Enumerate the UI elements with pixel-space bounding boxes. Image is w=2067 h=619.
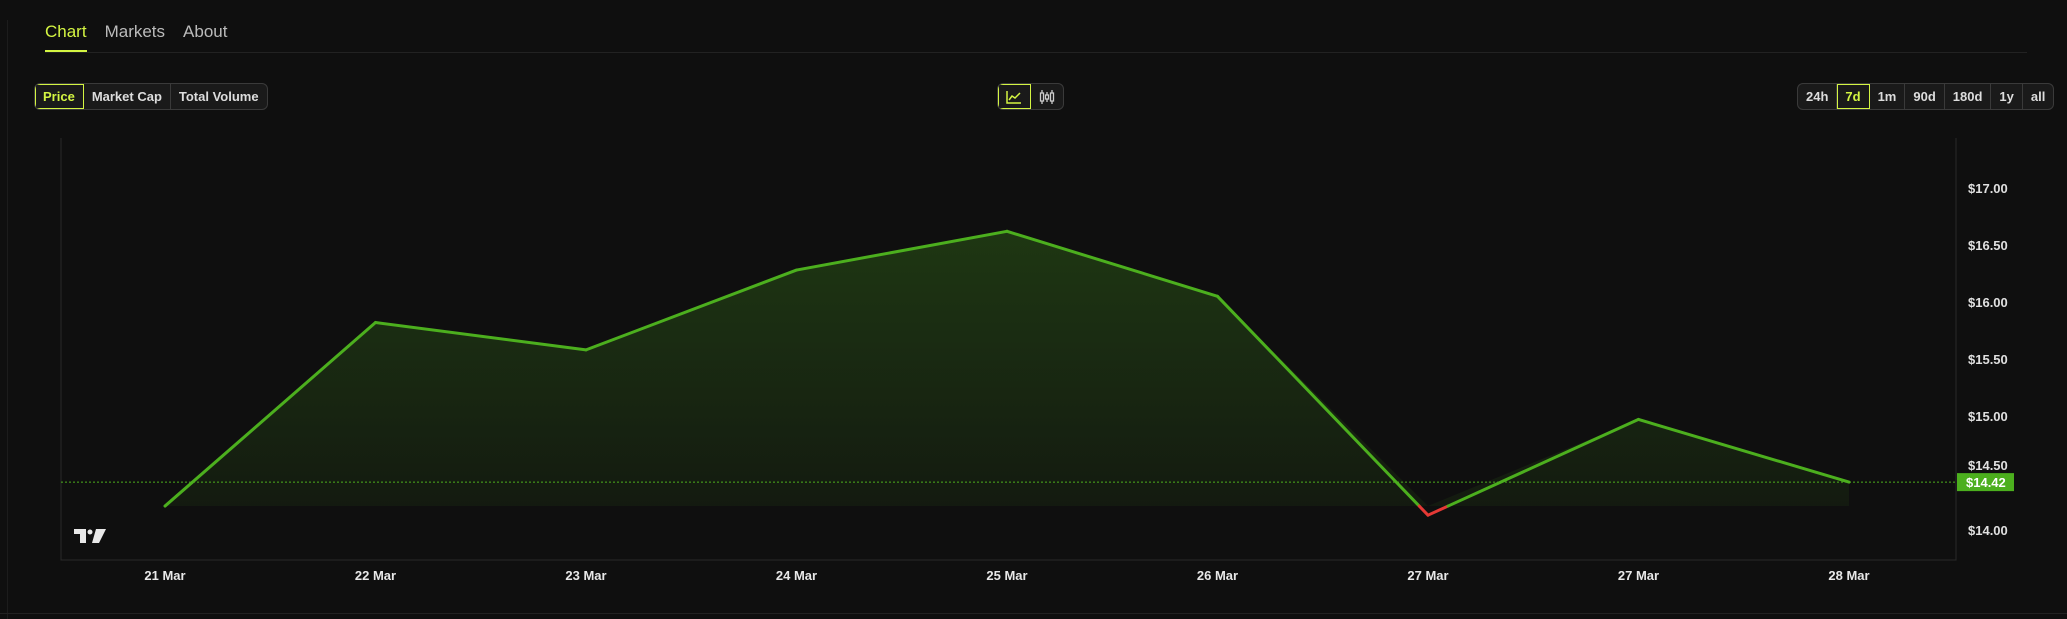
series-segment xyxy=(1005,229,1219,298)
bottom-divider xyxy=(0,613,2067,614)
x-tick-label: 25 Mar xyxy=(986,568,1027,583)
chart-type-selector xyxy=(997,83,1064,110)
total-volume-button[interactable]: Total Volume xyxy=(178,89,259,104)
series-segment xyxy=(1426,504,1450,517)
y-tick-label: $15.00 xyxy=(1968,409,2008,424)
y-tick-label: $15.50 xyxy=(1968,352,2008,367)
range-all-button[interactable]: all xyxy=(2030,89,2046,104)
current-price-badge xyxy=(1957,473,2014,492)
range-7d-button[interactable]: 7d xyxy=(1837,84,1870,109)
range-1y-button[interactable]: 1y xyxy=(1991,84,2023,109)
x-tick-label: 27 Mar xyxy=(1618,568,1659,583)
y-tick-label: $14.50 xyxy=(1968,458,2008,473)
logo-part xyxy=(74,529,86,543)
tab-markets[interactable]: Markets xyxy=(104,22,166,41)
tab-divider xyxy=(45,52,2027,53)
x-tick-label: 21 Mar xyxy=(144,568,185,583)
x-tick-label: 24 Mar xyxy=(776,568,817,583)
logo-part xyxy=(87,529,93,535)
time-range-selector: 24h 7d 1m 90d 180d 1y all xyxy=(1797,83,2055,110)
series-segment xyxy=(1417,504,1430,517)
y-tick-label: $17.00 xyxy=(1968,181,2008,196)
x-tick-label: 28 Mar xyxy=(1828,568,1869,583)
tab-about[interactable]: About xyxy=(183,22,228,41)
x-tick-label: 22 Mar xyxy=(355,568,396,583)
candlestick-icon xyxy=(1039,89,1055,104)
y-tick-label: $16.50 xyxy=(1968,238,2008,253)
x-tick-label: 26 Mar xyxy=(1197,568,1238,583)
x-tick-label: 27 Mar xyxy=(1407,568,1448,583)
series-segment xyxy=(795,229,1009,272)
tab-chart[interactable]: Chart xyxy=(45,22,87,53)
price-button[interactable]: Price xyxy=(35,84,84,109)
series-segment xyxy=(1216,294,1421,508)
series-segment xyxy=(374,321,588,352)
range-90d-button[interactable]: 90d xyxy=(1905,84,1945,109)
line-chart-button[interactable] xyxy=(998,84,1031,109)
y-tick-label: $14.00 xyxy=(1968,523,2008,538)
series-segment xyxy=(1446,417,1640,508)
metric-selector: Price Market Cap Total Volume xyxy=(34,83,268,110)
range-180d-button[interactable]: 180d xyxy=(1945,84,1992,109)
plot-frame xyxy=(60,138,1957,561)
candlestick-button[interactable] xyxy=(1031,84,1063,109)
current-price-label: $14.42 xyxy=(1966,475,2006,490)
range-24h-button[interactable]: 24h xyxy=(1798,84,1838,109)
tab-bar: Chart Markets About xyxy=(45,22,227,53)
tradingview-logo xyxy=(74,529,106,543)
area-fill xyxy=(165,231,1849,507)
line-chart-icon xyxy=(1006,90,1021,104)
series-segment xyxy=(1637,417,1851,484)
y-tick-label: $16.00 xyxy=(1968,295,2008,310)
series-segment xyxy=(163,321,377,508)
x-tick-label: 23 Mar xyxy=(565,568,606,583)
logo-part xyxy=(92,529,106,543)
range-1m-button[interactable]: 1m xyxy=(1870,84,1906,109)
market-cap-button[interactable]: Market Cap xyxy=(84,84,171,109)
left-divider xyxy=(7,20,8,619)
series-segment xyxy=(584,268,798,352)
